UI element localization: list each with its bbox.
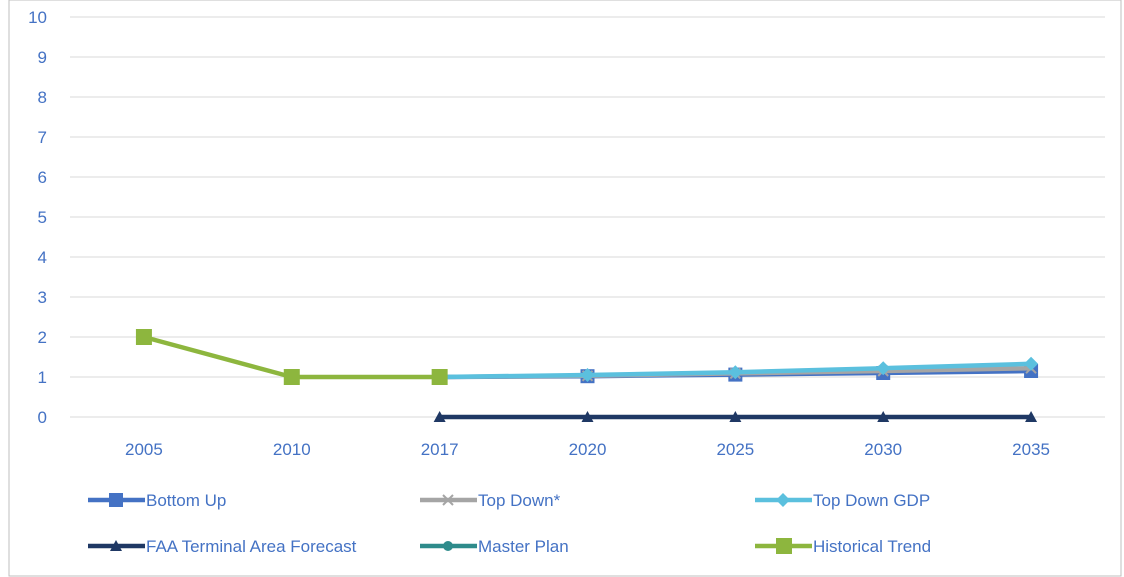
y-tick-label: 6 [38, 168, 47, 187]
legend-marker [443, 541, 453, 551]
data-point-faa-terminal-area-forecast [433, 411, 446, 422]
legend-item-top-down: Top Down* [420, 491, 561, 510]
series-faa-terminal-area-forecast [433, 411, 1038, 422]
series-historical-trend [135, 329, 448, 385]
data-point-faa-terminal-area-forecast [1025, 411, 1038, 422]
x-tick-label: 2005 [125, 440, 163, 459]
y-tick-label: 0 [38, 408, 47, 427]
y-tick-label: 10 [28, 8, 47, 27]
legend-marker [110, 540, 122, 551]
y-tick-label: 7 [38, 128, 47, 147]
legend-label: Top Down* [478, 491, 561, 510]
legend-label: Bottom Up [146, 491, 226, 510]
data-point-top-down-gdp [580, 368, 595, 382]
data-point-top-down-gdp [1024, 356, 1039, 371]
x-tick-label: 2030 [864, 440, 902, 459]
legend-marker [442, 494, 454, 506]
legend-label: FAA Terminal Area Forecast [146, 537, 357, 556]
chart-area-border [8, 0, 1122, 577]
legend-item-bottom-up: Bottom Up [88, 491, 226, 510]
x-tick-label: 2017 [421, 440, 459, 459]
x-tick-label: 2020 [569, 440, 607, 459]
legend-marker [776, 538, 792, 554]
legend-marker [776, 493, 790, 507]
data-point-historical-trend [431, 369, 448, 385]
data-point-historical-trend [135, 329, 152, 345]
legend-item-master-plan: Master Plan [420, 537, 569, 556]
y-tick-label: 8 [38, 88, 47, 107]
legend-label: Master Plan [478, 537, 569, 556]
data-point-historical-trend [283, 369, 300, 385]
data-point-faa-terminal-area-forecast [581, 411, 594, 422]
data-point-faa-terminal-area-forecast [729, 411, 742, 422]
y-axis: 0 1 2 3 4 5 6 7 8 9 10 [28, 8, 47, 427]
data-point-faa-terminal-area-forecast [877, 411, 890, 422]
legend-item-faa-terminal-area-forecast: FAA Terminal Area Forecast [88, 537, 357, 556]
y-tick-label: 9 [38, 48, 47, 67]
legend: Bottom Up Top Down* Top Down GDP FAA Termin… [88, 491, 931, 556]
y-tick-label: 3 [38, 288, 47, 307]
y-tick-label: 2 [38, 328, 47, 347]
plot-series [135, 329, 1039, 422]
legend-label: Top Down GDP [813, 491, 930, 510]
legend-item-top-down-gdp: Top Down GDP [755, 491, 930, 510]
data-point-top-down-gdp [876, 361, 891, 376]
legend-marker [109, 493, 123, 507]
data-point-top-down-gdp [728, 365, 743, 380]
x-axis: 2005 2010 2017 2020 2025 2030 2035 [125, 440, 1050, 459]
gridlines [70, 16, 1105, 418]
legend-item-historical-trend: Historical Trend [755, 537, 931, 556]
y-tick-label: 5 [38, 208, 47, 227]
legend-label: Historical Trend [813, 537, 931, 556]
y-tick-label: 1 [38, 368, 47, 387]
y-tick-label: 4 [38, 248, 47, 267]
x-tick-label: 2035 [1012, 440, 1050, 459]
x-tick-label: 2025 [716, 440, 754, 459]
x-tick-label: 2010 [273, 440, 311, 459]
